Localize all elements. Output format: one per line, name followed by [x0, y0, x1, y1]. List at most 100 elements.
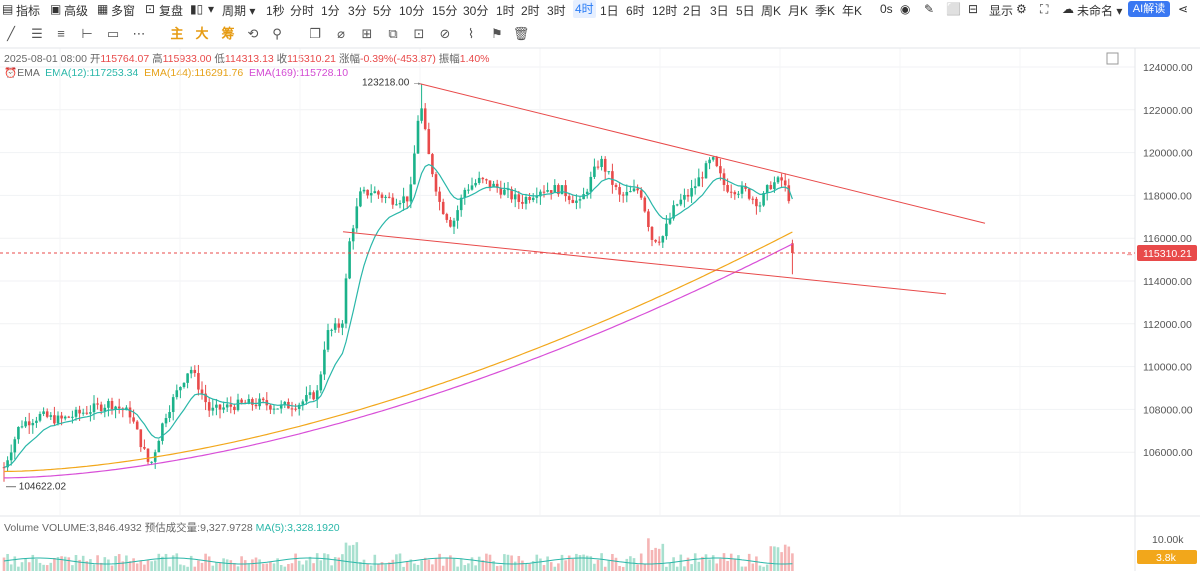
cloud-icon[interactable]: ☁: [1062, 2, 1074, 16]
y-tick-label: 118000.00: [1143, 190, 1192, 202]
candle: [701, 171, 704, 188]
timeframe-3[interactable]: 1分: [321, 4, 340, 18]
line-tool-icon[interactable]: ╱: [7, 26, 15, 41]
candle: [107, 398, 110, 417]
timeframe-8[interactable]: 30分: [463, 4, 489, 18]
brush-icon[interactable]: ⚲: [272, 26, 282, 41]
candle-body: [582, 194, 585, 200]
candle: [391, 193, 395, 209]
timeframe-19[interactable]: 周K: [761, 4, 782, 18]
timeframe-7[interactable]: 15分: [432, 4, 458, 18]
trash-icon[interactable]: 🗑: [512, 26, 530, 41]
channel-icon[interactable]: ≡: [57, 26, 65, 41]
candle: [729, 184, 733, 199]
volume-bar: [531, 561, 535, 571]
more-tools-icon[interactable]: ⋯: [132, 26, 146, 41]
candle: [204, 384, 207, 411]
timeframe-2[interactable]: 分时: [290, 4, 315, 18]
candles-icon[interactable]: ▮▯: [190, 2, 204, 16]
timeframe-16[interactable]: 2日: [683, 4, 702, 18]
timeframe-12[interactable]: 4时: [573, 0, 596, 18]
sync-icon[interactable]: ⟲: [247, 26, 259, 41]
layers-icon[interactable]: ⧉: [388, 26, 398, 41]
ai-analysis-button[interactable]: AI解读: [1128, 1, 1170, 17]
ruler-icon[interactable]: ⌀: [337, 26, 345, 41]
timeframe-20[interactable]: 月K: [788, 4, 809, 18]
timeframe-4[interactable]: 3分: [348, 4, 367, 18]
timeframe-6[interactable]: 10分: [399, 4, 425, 18]
volume-bar: [175, 553, 179, 571]
y-tick-label: 116000.00: [1143, 233, 1192, 245]
indicators-button[interactable]: 指标: [16, 4, 41, 18]
volume-bar: [744, 566, 747, 571]
volume-bar: [639, 553, 643, 571]
link-icon[interactable]: ⌇: [467, 26, 475, 41]
candle-body: [89, 412, 92, 414]
volume-bar: [117, 554, 121, 571]
candle-body: [387, 196, 391, 198]
fullscreen-window-icon[interactable]: ⬜: [946, 2, 961, 16]
volume-info-line: Volume VOLUME:3,846.4932 预估成交量:9,327.972…: [4, 520, 340, 535]
volume-bar: [110, 565, 114, 571]
chip-tool-3[interactable]: 筹: [221, 26, 235, 41]
timeframe-11[interactable]: 3时: [547, 4, 566, 18]
alarm-icon[interactable]: ⏰: [4, 67, 18, 79]
window-icon[interactable]: ▦: [97, 2, 109, 16]
volume-bar: [737, 555, 740, 571]
timeframe-22[interactable]: 年K: [842, 4, 863, 18]
volume-bar: [261, 563, 265, 571]
y-tick-label: 124000.00: [1143, 62, 1193, 74]
display-button[interactable]: 显示: [989, 4, 1014, 18]
timeframe-21[interactable]: 季K: [815, 4, 836, 18]
chevron-down-icon[interactable]: ▾: [208, 2, 215, 16]
indicator-icon[interactable]: ▤: [2, 2, 14, 16]
candle: [42, 407, 45, 417]
candle: [207, 397, 211, 417]
replay-button[interactable]: 复盘: [159, 4, 184, 18]
pencil-icon[interactable]: ✎: [924, 2, 935, 16]
chip-tool-1[interactable]: 主: [170, 26, 184, 41]
candle: [49, 412, 53, 421]
timeframe-10[interactable]: 2时: [521, 4, 540, 18]
timeframe-17[interactable]: 3日: [710, 4, 729, 18]
candle-body: [539, 191, 542, 197]
candle: [625, 184, 629, 203]
copy-icon[interactable]: ❐: [309, 26, 321, 41]
period-dropdown[interactable]: 周期 ▾: [222, 4, 256, 18]
layout-name-dropdown[interactable]: 未命名 ▾: [1077, 4, 1123, 18]
layout-icon[interactable]: ⊟: [968, 2, 979, 16]
volume-bar: [283, 566, 287, 571]
parallel-lines-icon[interactable]: ☰: [31, 26, 43, 41]
magnet-icon[interactable]: ⊞: [361, 26, 373, 41]
filter-icon[interactable]: ⚑: [491, 26, 503, 41]
multi-window-button[interactable]: 多窗: [111, 4, 136, 18]
replay-icon[interactable]: ⊡: [145, 2, 156, 16]
candle-body: [308, 392, 312, 396]
expand-icon[interactable]: ⛶: [1040, 2, 1049, 16]
horizontal-line-icon[interactable]: ⊢: [81, 26, 93, 41]
timeframe-5[interactable]: 5分: [373, 4, 392, 18]
timeframe-18[interactable]: 5日: [736, 4, 755, 18]
pro-button[interactable]: 高级: [64, 4, 89, 18]
hide-icon[interactable]: ⊘: [439, 26, 451, 41]
lock-icon[interactable]: ⊡: [413, 26, 425, 41]
candle-body: [791, 243, 794, 253]
volume-bar: [513, 561, 517, 571]
volume-bar: [96, 555, 99, 571]
camera-icon[interactable]: ◉: [900, 2, 911, 16]
timeframe-1[interactable]: 1秒: [266, 4, 285, 18]
timeframe-14[interactable]: 6时: [626, 4, 645, 18]
volume-bar: [647, 538, 650, 571]
rectangle-icon[interactable]: ▭: [106, 26, 120, 41]
candle-body: [672, 205, 675, 219]
volume-bar: [791, 553, 794, 571]
share-icon[interactable]: ⋖: [1178, 2, 1189, 16]
chip-tool-2[interactable]: 大: [195, 26, 209, 41]
advanced-icon[interactable]: ▣: [50, 2, 62, 16]
gear-icon[interactable]: ⚙: [1016, 2, 1027, 16]
timeframe-13[interactable]: 1日: [600, 4, 619, 18]
timeframe-9[interactable]: 1时: [496, 4, 515, 18]
timeframe-15[interactable]: 12时: [652, 4, 678, 18]
candle-body: [189, 369, 193, 374]
